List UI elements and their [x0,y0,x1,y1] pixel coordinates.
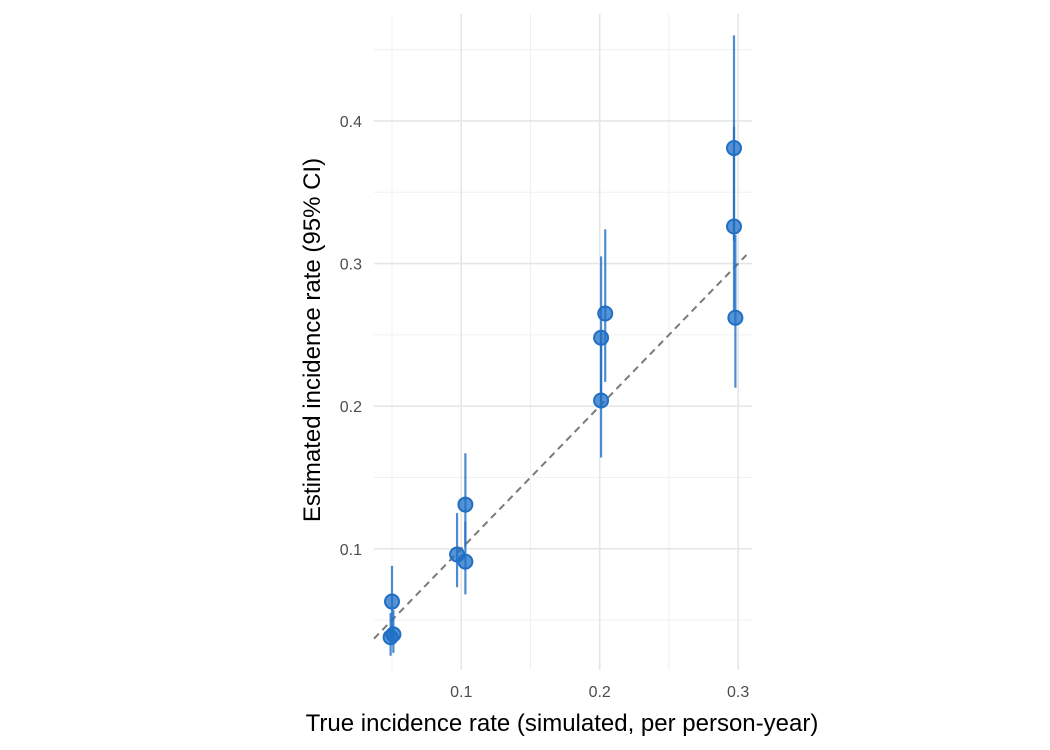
y-tick-labels: 0.1 0.2 0.3 0.4 [340,114,362,559]
y-tick-label: 0.4 [340,114,362,131]
minor-gridlines [374,14,752,670]
data-point [726,140,742,157]
data-point [457,553,474,570]
x-tick-label: 0.2 [589,684,611,701]
data-points [382,140,744,646]
x-tick-label: 0.3 [727,684,749,701]
data-point [597,305,614,322]
x-tick-labels: 0.1 0.2 0.3 [450,684,749,701]
reference-line-group [373,254,748,640]
x-axis-title: True incidence rate (simulated, per pers… [306,710,819,737]
y-tick-label: 0.2 [340,399,362,416]
confidence-intervals [389,35,737,656]
data-point [727,309,744,326]
x-tick-label: 0.1 [450,684,472,701]
y-tick-label: 0.1 [340,542,362,559]
data-point [457,496,474,513]
major-gridlines [374,14,752,670]
data-point [593,392,610,409]
data-point [593,329,610,346]
y-tick-label: 0.3 [340,257,362,274]
reference-line [373,254,748,640]
y-axis-title: Estimated incidence rate (95% CI) [299,158,326,522]
data-point [385,626,402,643]
data-point [726,218,742,235]
data-point [384,593,400,610]
